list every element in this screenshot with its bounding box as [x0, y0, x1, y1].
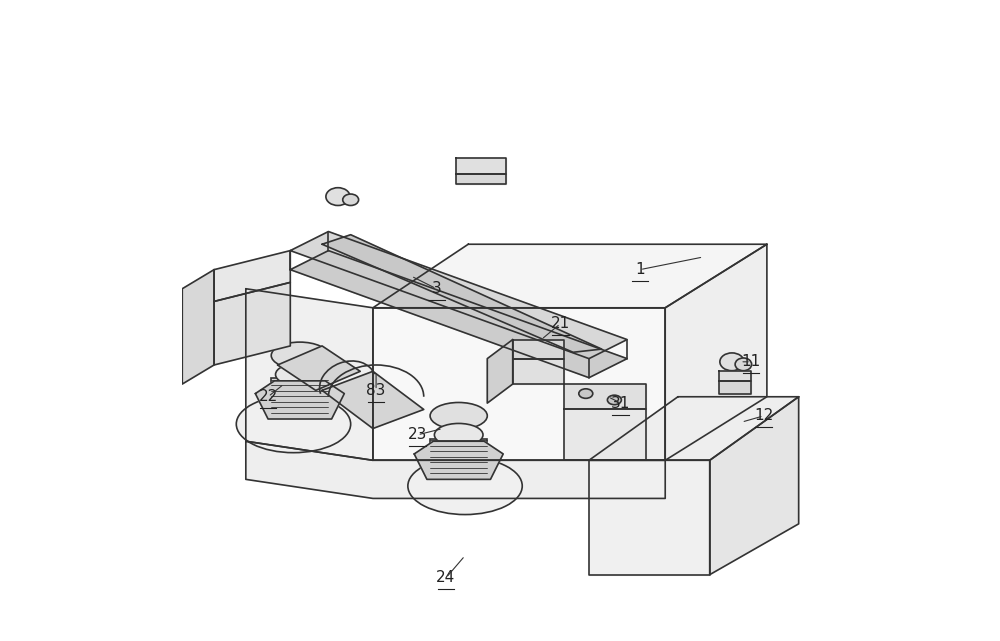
Text: 83: 83 — [366, 383, 386, 398]
Text: 31: 31 — [611, 395, 630, 411]
Polygon shape — [719, 381, 751, 394]
Polygon shape — [214, 283, 290, 365]
Polygon shape — [456, 174, 506, 184]
Text: 24: 24 — [436, 570, 456, 585]
Polygon shape — [487, 340, 513, 403]
Ellipse shape — [408, 458, 522, 515]
Text: 3: 3 — [432, 281, 441, 296]
Polygon shape — [589, 397, 799, 460]
Polygon shape — [513, 358, 564, 384]
Polygon shape — [513, 340, 564, 358]
Polygon shape — [322, 235, 602, 353]
Polygon shape — [290, 231, 627, 358]
Ellipse shape — [735, 358, 752, 370]
Text: 23: 23 — [408, 428, 427, 442]
Polygon shape — [373, 244, 767, 308]
Ellipse shape — [607, 395, 621, 404]
Ellipse shape — [579, 389, 593, 398]
Ellipse shape — [276, 363, 324, 386]
Polygon shape — [414, 441, 503, 479]
Ellipse shape — [483, 169, 498, 180]
Ellipse shape — [430, 403, 487, 429]
Polygon shape — [564, 384, 646, 410]
Polygon shape — [710, 397, 799, 575]
Text: 12: 12 — [754, 408, 773, 423]
Ellipse shape — [236, 395, 351, 453]
Polygon shape — [182, 270, 214, 384]
Polygon shape — [719, 371, 751, 381]
Ellipse shape — [466, 162, 490, 180]
Ellipse shape — [326, 188, 350, 206]
Polygon shape — [373, 308, 665, 460]
Polygon shape — [564, 410, 646, 460]
Polygon shape — [456, 158, 506, 174]
Polygon shape — [589, 460, 710, 575]
Ellipse shape — [720, 353, 744, 370]
Text: 21: 21 — [551, 316, 570, 331]
FancyBboxPatch shape — [430, 438, 487, 477]
FancyBboxPatch shape — [271, 378, 328, 417]
Text: 11: 11 — [741, 354, 761, 369]
Text: 22: 22 — [258, 389, 278, 404]
Text: 1: 1 — [635, 262, 645, 277]
Ellipse shape — [343, 194, 359, 206]
Polygon shape — [290, 251, 627, 378]
Polygon shape — [665, 244, 767, 460]
Polygon shape — [246, 288, 373, 460]
Polygon shape — [255, 381, 344, 419]
Polygon shape — [278, 346, 360, 390]
Polygon shape — [214, 251, 290, 301]
Polygon shape — [246, 441, 665, 499]
Ellipse shape — [271, 342, 328, 369]
Polygon shape — [322, 371, 424, 429]
Ellipse shape — [434, 424, 483, 446]
